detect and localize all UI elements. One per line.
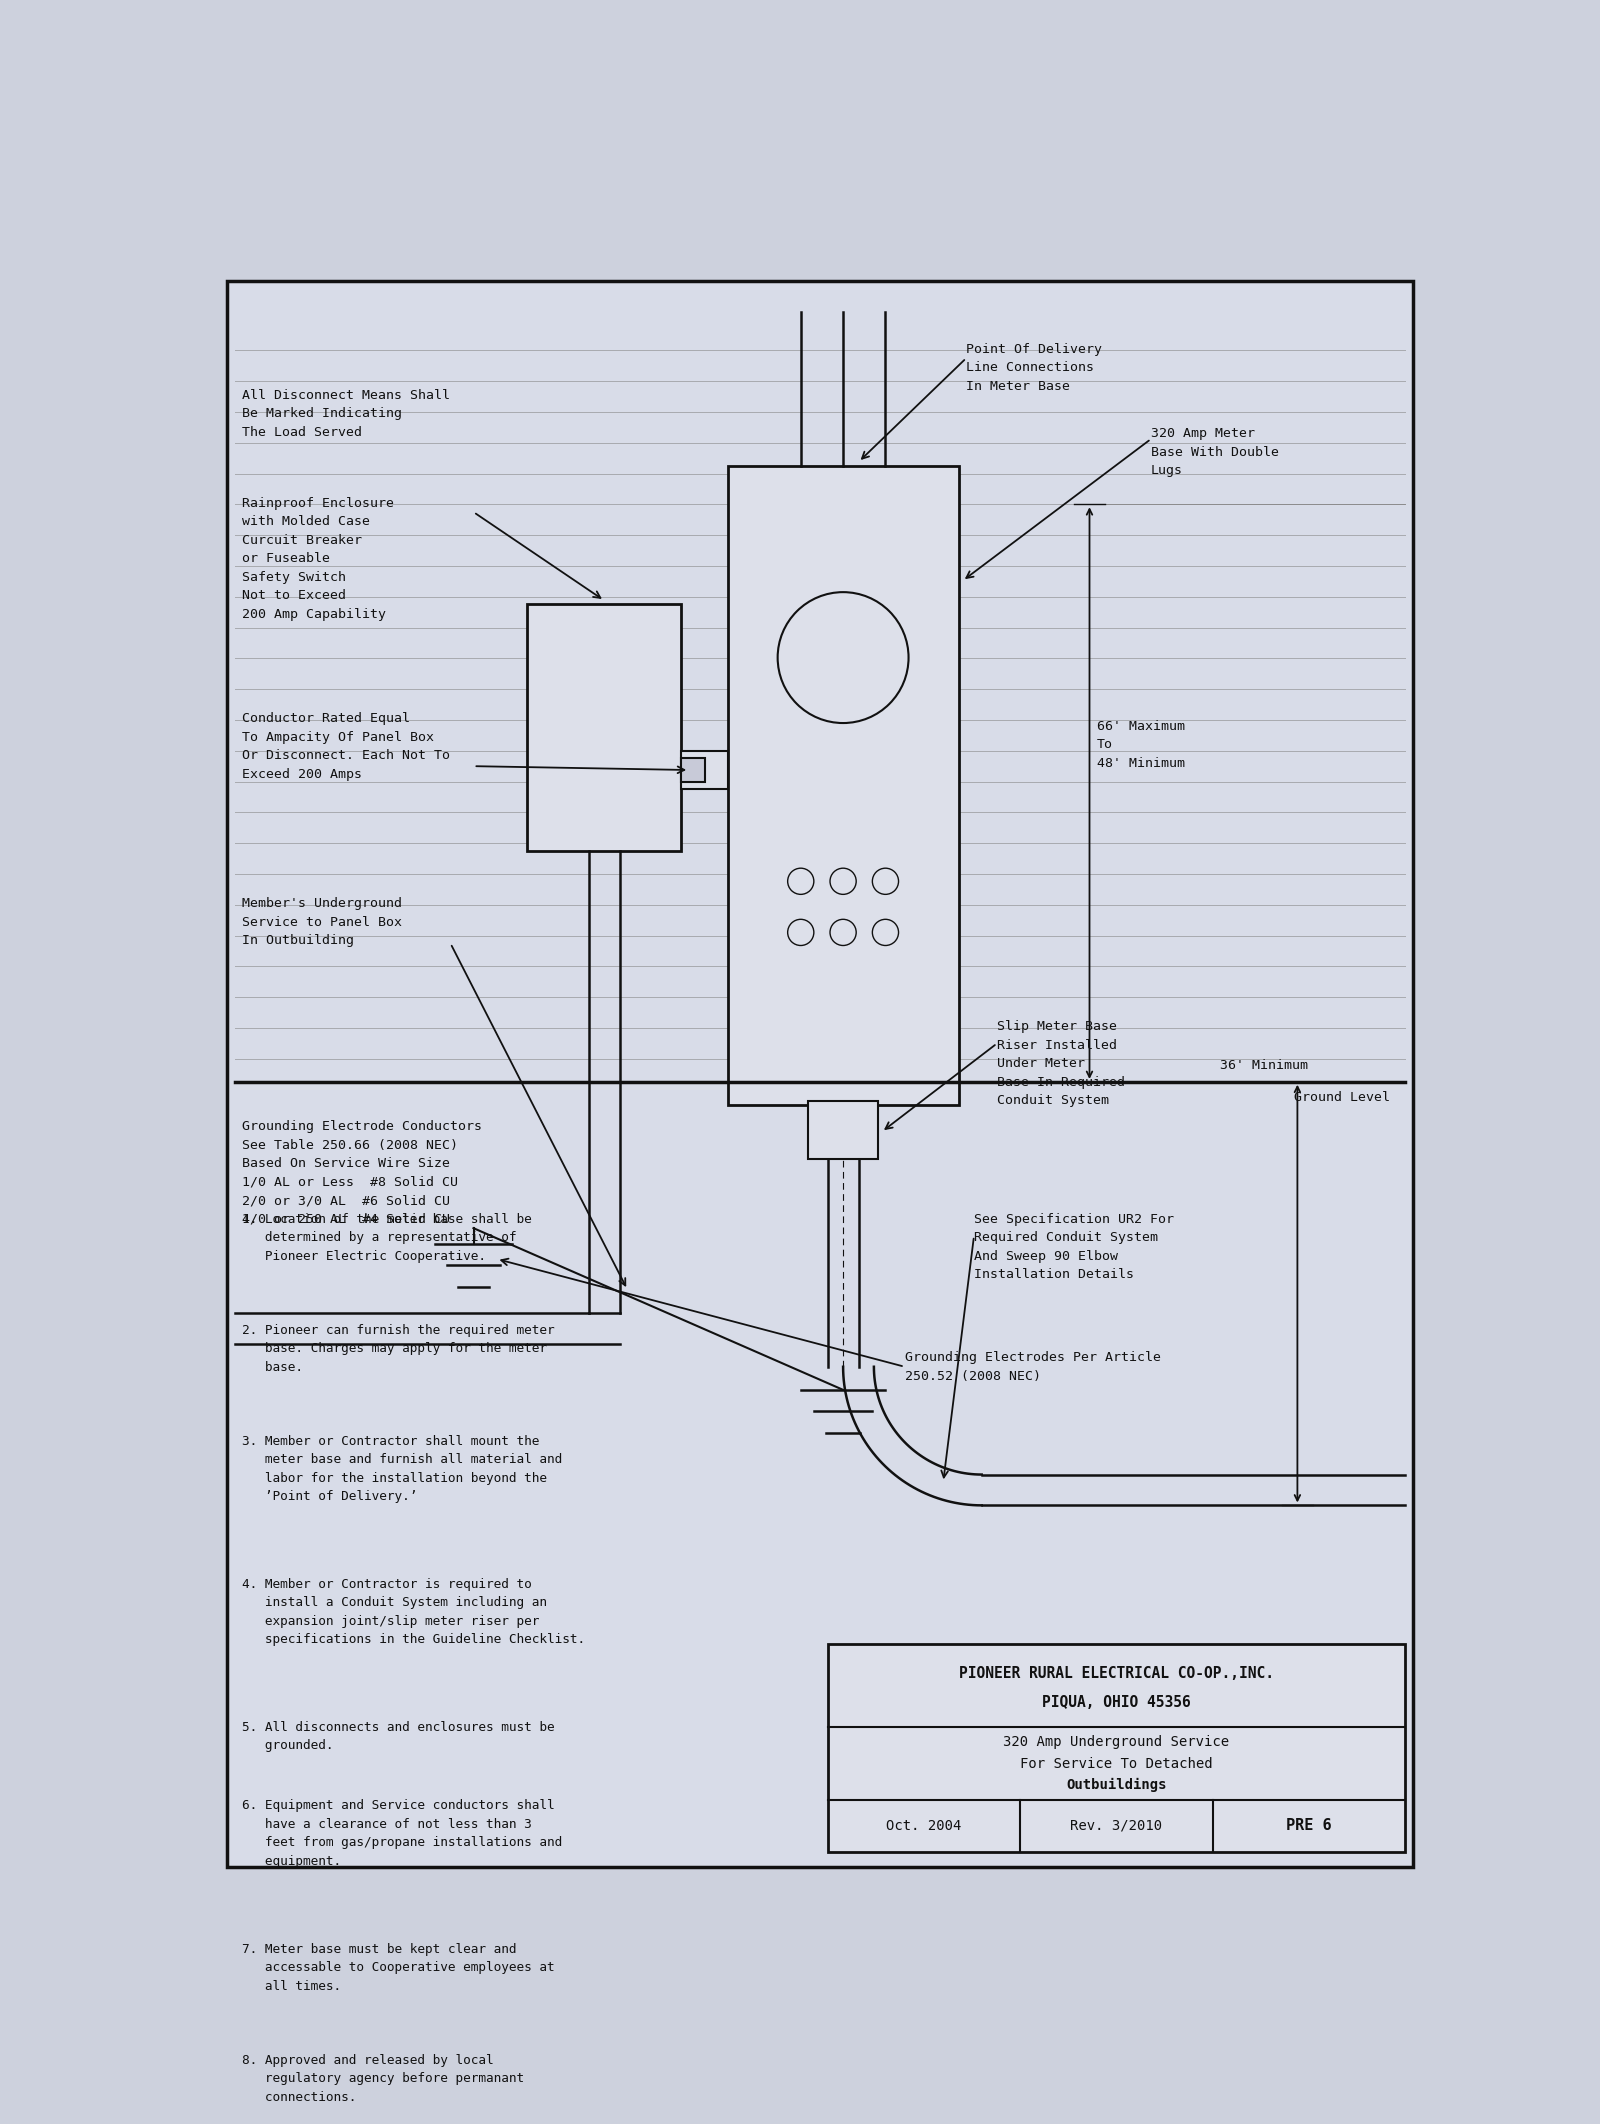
Bar	[827, 1644, 1405, 1852]
Text: 6. Equipment and Service conductors shall
   have a clearance of not less than 3: 6. Equipment and Service conductors shal…	[243, 1799, 563, 1867]
Text: 8. Approved and released by local
   regulatory agency before permanant
   conne: 8. Approved and released by local regula…	[243, 2054, 525, 2103]
Text: 4. Member or Contractor is required to
   install a Conduit System including an
: 4. Member or Contractor is required to i…	[243, 1578, 586, 1646]
Text: Point Of Delivery
Line Connections
In Meter Base: Point Of Delivery Line Connections In Me…	[966, 342, 1102, 393]
Text: Slip Meter Base
Riser Installed
Under Meter
Base In Required
Conduit System: Slip Meter Base Riser Installed Under Me…	[997, 1020, 1125, 1107]
Text: 66' Maximum
To
48' Minimum: 66' Maximum To 48' Minimum	[1098, 720, 1186, 771]
Text: 2. Pioneer can furnish the required meter
   base. Charges may apply for the met: 2. Pioneer can furnish the required mete…	[243, 1323, 555, 1374]
Bar	[682, 758, 704, 782]
Text: Oct. 2004: Oct. 2004	[886, 1818, 962, 1833]
Circle shape	[778, 593, 909, 722]
Polygon shape	[227, 280, 1413, 1867]
Text: All Disconnect Means Shall
Be Marked Indicating
The Load Served: All Disconnect Means Shall Be Marked Ind…	[243, 389, 451, 440]
Bar	[728, 465, 958, 1104]
Text: 320 Amp Meter
Base With Double
Lugs: 320 Amp Meter Base With Double Lugs	[1150, 427, 1278, 478]
Text: PIQUA, OHIO 45356: PIQUA, OHIO 45356	[1042, 1695, 1190, 1710]
Text: Outbuildings: Outbuildings	[1066, 1778, 1166, 1793]
Text: Conductor Rated Equal
To Ampacity Of Panel Box
Or Disconnect. Each Not To
Exceed: Conductor Rated Equal To Ampacity Of Pan…	[243, 712, 451, 782]
Circle shape	[872, 869, 899, 894]
Bar	[528, 605, 682, 852]
Text: See Specification UR2 For
Required Conduit System
And Sweep 90 Elbow
Installatio: See Specification UR2 For Required Condu…	[974, 1213, 1174, 1281]
Text: For Service To Detached: For Service To Detached	[1021, 1757, 1213, 1771]
Bar	[682, 750, 728, 790]
Text: Ground Level: Ground Level	[1294, 1092, 1390, 1104]
Text: PIONEER RURAL ELECTRICAL CO-OP.,INC.: PIONEER RURAL ELECTRICAL CO-OP.,INC.	[958, 1667, 1274, 1682]
Text: 36' Minimum: 36' Minimum	[1221, 1058, 1309, 1073]
Text: Grounding Electrodes Per Article
250.52 (2008 NEC): Grounding Electrodes Per Article 250.52 …	[904, 1351, 1160, 1383]
Text: Grounding Electrode Conductors
See Table 250.66 (2008 NEC)
Based On Service Wire: Grounding Electrode Conductors See Table…	[243, 1119, 483, 1226]
Text: 3. Member or Contractor shall mount the
   meter base and furnish all material a: 3. Member or Contractor shall mount the …	[243, 1434, 563, 1504]
Circle shape	[787, 869, 814, 894]
Text: 5. All disconnects and enclosures must be
   grounded.: 5. All disconnects and enclosures must b…	[243, 1720, 555, 1752]
Text: Member's Underground
Service to Panel Box
In Outbuilding: Member's Underground Service to Panel Bo…	[243, 896, 403, 947]
Text: 7. Meter base must be kept clear and
   accessable to Cooperative employees at
 : 7. Meter base must be kept clear and acc…	[243, 1943, 555, 1992]
Circle shape	[787, 920, 814, 945]
Circle shape	[872, 920, 899, 945]
Text: 320 Amp Underground Service: 320 Amp Underground Service	[1003, 1735, 1229, 1748]
Circle shape	[830, 920, 856, 945]
Text: Rev. 3/2010: Rev. 3/2010	[1070, 1818, 1163, 1833]
Bar	[808, 1100, 878, 1160]
Text: PRE 6: PRE 6	[1286, 1818, 1331, 1833]
Text: Rainproof Enclosure
with Molded Case
Curcuit Breaker
or Fuseable
Safety Switch
N: Rainproof Enclosure with Molded Case Cur…	[243, 497, 395, 620]
Circle shape	[830, 869, 856, 894]
Text: 1. Location of the meter base shall be
   determined by a representative of
   P: 1. Location of the meter base shall be d…	[243, 1213, 533, 1264]
